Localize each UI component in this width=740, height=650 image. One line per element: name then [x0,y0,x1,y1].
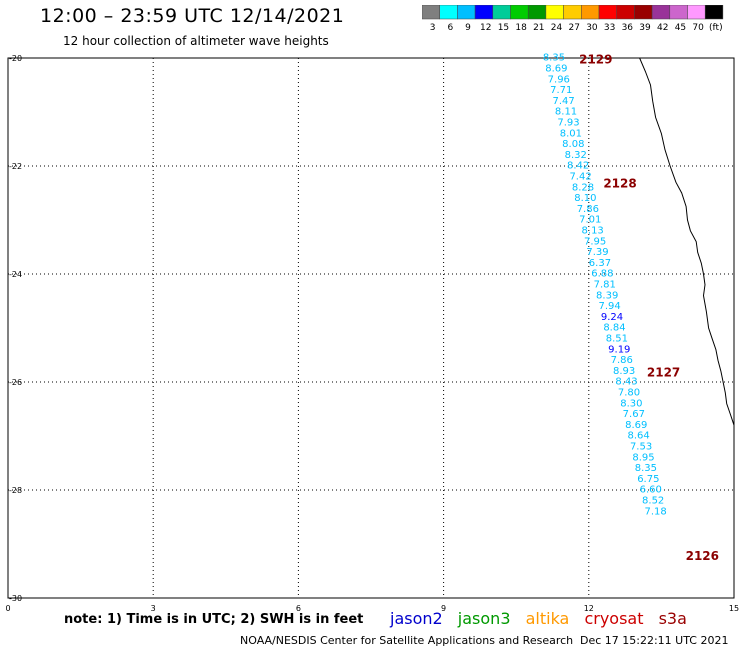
wave-height-label: 7.95 [584,236,606,247]
colorbar-label: 15 [498,23,509,33]
wave-height-label: 8.01 [560,128,582,139]
legend-jason2: jason2 [390,609,443,628]
coastline [639,57,735,426]
pass-number-label: 2128 [603,177,636,191]
colorbar-label: 27 [568,23,579,33]
wave-height-label: 8.51 [606,334,628,345]
wave-height-label: 8.08 [562,139,584,150]
wave-height-label: 8.95 [632,452,654,463]
y-tick-label: -22 [9,162,22,171]
wave-height-label: 9.19 [608,344,630,355]
wave-height-label: 7.80 [618,388,640,399]
colorbar-label: 6 [447,23,453,33]
footnote: note: 1) Time is in UTC; 2) SWH is in fe… [64,612,364,627]
legend-s3a: s3a [658,609,687,628]
x-tick-label: 0 [5,604,10,613]
wave-height-label: 6.75 [637,474,659,485]
wave-height-label: 8.69 [545,64,567,75]
wave-height-label: 7.93 [557,118,579,129]
wave-height-label: 8.28 [572,182,594,193]
x-tick-label: 9 [441,604,446,613]
colorbar-label: 3 [430,23,436,33]
wave-height-label: 7.01 [579,215,601,226]
wave-height-label: 8.52 [642,496,664,507]
colorbar-label: 45 [675,23,686,33]
y-tick-label: -30 [9,594,22,603]
wave-height-label: 8.43 [615,377,637,388]
colorbar-label: 18 [515,23,527,33]
colorbar-label: 9 [465,23,471,33]
wave-height-label: 7.39 [586,247,608,258]
wave-height-label: 7.42 [569,172,591,183]
wave-height-label: 7.94 [598,301,620,312]
wave-height-label: 6.88 [591,269,613,280]
wave-height-label: 8.10 [574,193,596,204]
colorbar-label: 39 [639,23,651,33]
y-tick-label: -28 [9,486,22,495]
wave-height-label: 8.42 [567,161,589,172]
wave-height-label: 9.24 [601,312,623,323]
colorbar-label: (ft) [709,23,723,33]
legend-altika: altika [525,609,570,628]
y-tick-label: -26 [9,378,22,387]
wave-height-label: 7.86 [577,204,599,215]
wave-height-label: 6.37 [589,258,611,269]
colorbar-swatch [704,5,724,20]
wave-height-label: 7.96 [548,74,570,85]
wave-height-label: 7.81 [594,280,616,291]
wave-height-label: 7.18 [644,506,666,517]
wave-height-label: 8.84 [603,323,625,334]
legend-jason3: jason3 [457,609,511,628]
credit-text: NOAA/NESDIS Center for Satellite Applica… [240,634,574,647]
timestamp-text: Dec 17 15:22:11 UTC 2021 [580,634,729,647]
wave-height-label: 8.93 [613,366,635,377]
wave-height-label: 7.53 [630,442,652,453]
x-tick-label: 6 [296,604,301,613]
colorbar-label: 42 [657,23,668,33]
wave-height-label: 8.13 [582,226,604,237]
x-tick-label: 15 [729,604,739,613]
pass-number-label: 2126 [686,549,719,563]
wave-height-label: 8.64 [628,431,650,442]
y-tick-label: -20 [9,54,22,63]
wave-height-label: 8.69 [625,420,647,431]
colorbar-label: 30 [586,23,598,33]
x-tick-label: 3 [151,604,156,613]
y-tick-label: -24 [9,270,22,279]
wave-height-label: 7.67 [623,409,645,420]
colorbar-label: 12 [480,23,491,33]
wave-height-label: 8.11 [555,107,577,118]
satellite-legend: jason2 jason3 altika cryosat s3a [390,609,697,628]
wave-height-label: 6.60 [640,485,662,496]
wave-height-label: 8.32 [565,150,587,161]
colorbar-label: 36 [622,23,634,33]
wave-height-label: 8.35 [543,53,565,64]
legend-cryosat: cryosat [584,609,644,628]
wave-height-label: 7.71 [550,85,572,96]
wave-height-label: 8.39 [596,290,618,301]
wave-height-label: 8.30 [620,398,642,409]
chart-title: 12:00 – 23:59 UTC 12/14/2021 [40,5,345,27]
chart-subtitle: 12 hour collection of altimeter wave hei… [63,34,329,48]
colorbar-label: 33 [604,23,615,33]
wave-height-label: 7.86 [611,355,633,366]
colorbar-label: 21 [533,23,544,33]
plot-frame [7,57,735,599]
pass-number-label: 2129 [579,52,612,66]
wave-height-label: 7.47 [553,96,575,107]
color-scale-bar: 3 6 9 12 15 18 21 24 27 30 33 36 39 42 45 70 (ft) [422,5,724,33]
x-tick-label: 12 [584,604,594,613]
wave-height-label: 8.35 [635,463,657,474]
pass-number-label: 2127 [647,366,680,380]
colorbar-label: 70 [692,23,704,33]
colorbar-label: 24 [551,23,563,33]
